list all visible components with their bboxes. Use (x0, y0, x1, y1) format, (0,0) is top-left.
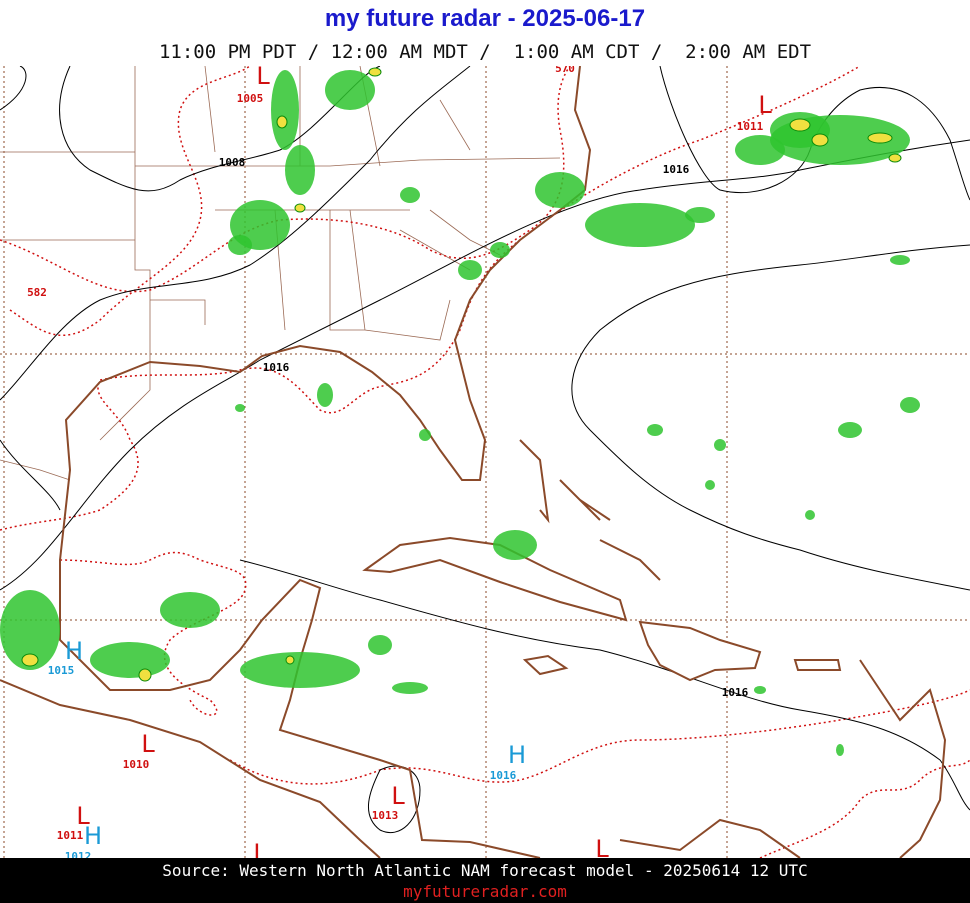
high-symbol: H (65, 637, 83, 665)
radar-core (888, 153, 902, 163)
radar-echo (235, 404, 245, 412)
pressure-label: 1016 (490, 769, 517, 782)
map-body: L 1005 570 1008 1016 L 1011 582 1016 H 1… (0, 62, 970, 867)
radar-echo (325, 70, 375, 110)
low-symbol: L (76, 802, 90, 830)
site-url: myfutureradar.com (403, 882, 567, 901)
radar-core (789, 118, 811, 132)
radar-echo (458, 260, 482, 280)
pressure-label: 1013 (372, 809, 399, 822)
pressure-label: 1005 (237, 92, 264, 105)
radar-core (811, 133, 829, 147)
coastlines (0, 65, 947, 859)
radar-echo (805, 510, 815, 520)
radar-echo (392, 682, 428, 694)
radar-echo (585, 203, 695, 247)
radar-echo (735, 135, 785, 165)
header-background (0, 0, 970, 66)
radar-echo (900, 397, 920, 413)
lat-lon-grid (0, 66, 970, 858)
radar-echoes (0, 67, 920, 756)
radar-echo (838, 422, 862, 438)
radar-echo (160, 592, 220, 628)
radar-echo (368, 635, 392, 655)
radar-echo (714, 439, 726, 451)
radar-echo (271, 70, 299, 150)
source-text: Source: Western North Atlantic NAM forec… (162, 861, 807, 880)
radar-echo (685, 207, 715, 223)
radar-echo (836, 744, 844, 756)
radar-echo (0, 590, 60, 670)
radar-core (867, 132, 893, 144)
valid-times: 11:00 PM PDT / 12:00 AM MDT / 1:00 AM CD… (159, 41, 811, 63)
footer-background (0, 858, 970, 903)
radar-echo (705, 480, 715, 490)
pressure-label: 1008 (219, 156, 246, 169)
radar-echo (493, 530, 537, 560)
pressure-label: 1011 (737, 120, 764, 133)
height-label: 582 (27, 286, 47, 299)
title: my future radar - 2025-06-17 (325, 5, 645, 32)
radar-core (368, 67, 382, 77)
radar-echo (90, 642, 170, 678)
radar-echo (317, 383, 333, 407)
radar-core (285, 655, 295, 665)
radar-echo (240, 652, 360, 688)
radar-echo (647, 424, 663, 436)
state-borders (0, 65, 561, 481)
low-symbol: L (391, 782, 405, 810)
radar-echo (490, 242, 510, 258)
low-symbol: L (141, 730, 155, 758)
radar-core (276, 115, 288, 129)
radar-core (21, 653, 39, 667)
radar-core (138, 668, 152, 682)
pressure-label: 1016 (263, 361, 290, 374)
low-symbol: L (758, 91, 772, 119)
radar-core (294, 203, 306, 213)
pressure-label: 1011 (57, 829, 84, 842)
radar-echo (419, 429, 431, 441)
pressure-label: 1015 (48, 664, 75, 677)
pressure-label: 1016 (722, 686, 749, 699)
pressure-label: 1010 (123, 758, 150, 771)
radar-echo (535, 172, 585, 208)
radar-echo (754, 686, 766, 694)
radar-echo (228, 235, 252, 255)
low-symbol: L (595, 835, 609, 863)
low-symbol: L (256, 62, 270, 90)
radar-echo (400, 187, 420, 203)
radar-echo (890, 255, 910, 265)
radar-echo (285, 145, 315, 195)
high-symbol: H (508, 741, 526, 769)
pressure-label: 1016 (663, 163, 690, 176)
map-labels: L 1005 570 1008 1016 L 1011 582 1016 H 1… (27, 62, 772, 867)
high-symbol: H (84, 822, 102, 850)
